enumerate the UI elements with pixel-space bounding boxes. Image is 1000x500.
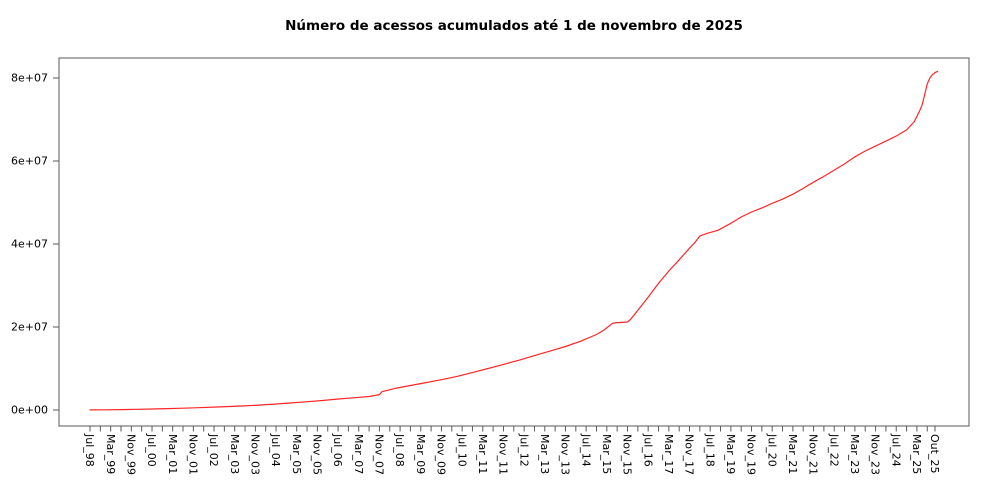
x-axis-label: Nov_05 [311, 434, 324, 475]
x-axis-label: Nov_07 [373, 434, 386, 475]
x-axis-label: Mar_03 [228, 434, 241, 474]
x-axis-label: Jul_98 [83, 433, 96, 467]
x-axis-label: Nov_19 [745, 434, 758, 475]
x-axis-label: Mar_01 [166, 434, 179, 474]
y-axis-label: 0e+00 [11, 404, 48, 417]
x-axis-label: Nov_17 [683, 434, 696, 475]
x-axis-label: Mar_25 [910, 434, 923, 474]
y-axis-label: 2e+07 [11, 321, 48, 334]
x-axis-label: Jul_04 [269, 433, 282, 467]
x-axis-label: Mar_21 [786, 434, 799, 474]
plot-box [58, 57, 970, 427]
x-axis-label: Nov_21 [807, 434, 820, 475]
x-axis-label: Mar_17 [662, 434, 675, 474]
x-axis-label: Jul_24 [889, 433, 902, 467]
x-axis-label: Jul_16 [641, 433, 654, 467]
x-axis-label: Mar_11 [476, 434, 489, 474]
x-axis-label: Jul_20 [765, 433, 778, 467]
x-axis-label: Nov_09 [435, 434, 448, 475]
x-axis-label: Nov_01 [187, 434, 200, 475]
x-axis-label: Jul_18 [703, 433, 716, 467]
x-axis-label: Nov_11 [497, 434, 510, 475]
x-axis-label: Jul_00 [145, 433, 158, 467]
data-line [89, 70, 939, 411]
chart-title: Número de acessos acumulados até 1 de no… [285, 18, 743, 34]
x-axis-label: Mar_09 [414, 434, 427, 474]
x-axis-label: Nov_15 [621, 434, 634, 475]
y-axis-label: 8e+07 [11, 72, 48, 85]
x-axis-label: Out_25 [928, 434, 941, 473]
x-axis-label: Mar_19 [724, 434, 737, 474]
x-axis-label: Nov_03 [249, 434, 262, 475]
x-axis-label: Jul_12 [517, 433, 530, 467]
x-axis-label: Nov_23 [869, 434, 882, 475]
x-axis-label: Mar_05 [290, 434, 303, 474]
x-axis-label: Mar_23 [848, 434, 861, 474]
x-axis-label: Jul_08 [393, 433, 406, 467]
y-axis-label: 6e+07 [11, 155, 48, 168]
x-axis-label: Mar_99 [104, 434, 117, 474]
x-axis-label: Jul_06 [331, 433, 344, 467]
x-axis-label: Jul_14 [579, 433, 592, 467]
x-axis-label: Jul_02 [207, 433, 220, 467]
x-axis-label: Nov_99 [124, 434, 137, 475]
y-axis-label: 4e+07 [11, 238, 48, 251]
x-axis-label: Mar_13 [538, 434, 551, 474]
x-axis-label: Mar_15 [600, 434, 613, 474]
x-axis-label: Jul_22 [827, 433, 840, 467]
x-axis-label: Mar_07 [352, 434, 365, 474]
x-axis-label: Nov_13 [559, 434, 572, 475]
x-axis-label: Jul_10 [455, 433, 468, 467]
